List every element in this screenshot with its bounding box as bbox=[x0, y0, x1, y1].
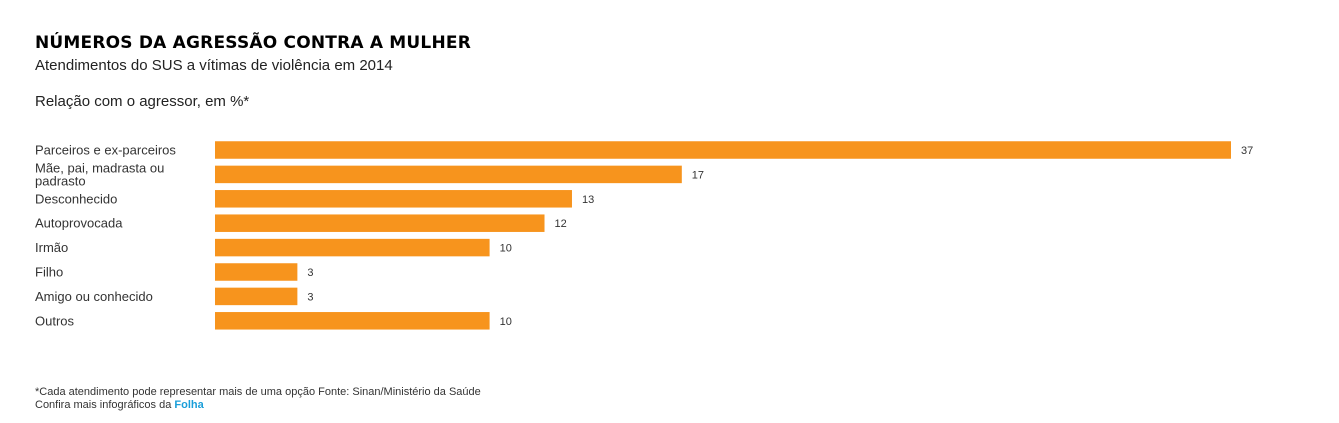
value-label: 17 bbox=[692, 169, 704, 181]
category-label: Irmão bbox=[35, 240, 68, 255]
category-label: Desconhecido bbox=[35, 191, 117, 206]
bar bbox=[215, 263, 298, 281]
bar bbox=[215, 312, 490, 330]
value-label: 10 bbox=[500, 243, 512, 255]
category-label: Parceiros e ex-parceiros bbox=[35, 143, 176, 158]
chart-heading: Relação com o agressor, em %* bbox=[35, 93, 250, 110]
bar bbox=[215, 287, 298, 306]
category-label: Autoprovocada bbox=[35, 216, 123, 231]
bar bbox=[215, 190, 572, 208]
bar bbox=[215, 141, 1231, 159]
footnote-source: *Cada atendimento pode representar mais … bbox=[35, 386, 481, 398]
value-label: 37 bbox=[1241, 145, 1253, 157]
value-label: 13 bbox=[582, 194, 594, 206]
chart-subtitle: Atendimentos do SUS a vítimas de violênc… bbox=[35, 57, 393, 74]
category-label: Outros bbox=[35, 313, 75, 328]
category-label: Mãe, pai, madrasta ou padrasto bbox=[35, 160, 164, 188]
more-infographics-text: Confira mais infográficos da bbox=[35, 399, 175, 411]
folha-link[interactable]: Folha bbox=[174, 399, 204, 411]
value-label: 10 bbox=[500, 316, 512, 328]
chart-title: NÚMEROS DA AGRESSÃO CONTRA A MULHER bbox=[35, 33, 471, 53]
bar bbox=[215, 165, 682, 184]
bar bbox=[215, 214, 545, 232]
category-label: Filho bbox=[35, 265, 63, 280]
category-label: Amigo ou conhecido bbox=[35, 289, 153, 304]
value-label: 12 bbox=[555, 218, 567, 230]
value-label: 3 bbox=[307, 267, 313, 279]
bar bbox=[215, 238, 490, 257]
more-infographics-line: Confira mais infográficos da Folha bbox=[35, 399, 481, 412]
value-label: 3 bbox=[307, 291, 313, 303]
footer: *Cada atendimento pode representar mais … bbox=[35, 386, 481, 412]
